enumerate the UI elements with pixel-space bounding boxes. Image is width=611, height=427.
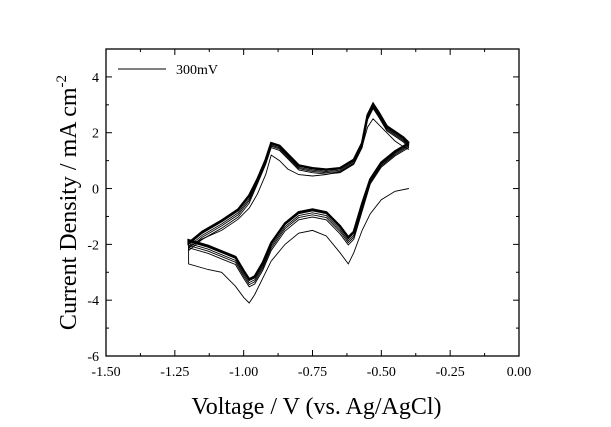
y-axis-title: Current Density / mA cm-2 [54,75,82,330]
y-axis-title-superscript: -2 [54,75,70,88]
y-tick-label: 2 [92,127,99,142]
x-tick-label: 0.00 [507,365,532,380]
x-tick-label: -1.25 [160,365,189,380]
x-tick-label: -1.50 [91,365,120,380]
series-line-cycle [188,107,410,288]
y-tick-label: 0 [92,183,99,198]
series-line-first-scan [188,118,410,304]
series-line-cycle [188,103,410,282]
x-tick-label: -1.00 [229,365,258,380]
y-tick-label: -6 [87,350,99,365]
series-line-cycle [188,105,410,284]
series-line-cycle [188,106,410,286]
y-axis-title-text: Current Density / mA cm [56,87,82,330]
x-tick-label: -0.50 [367,365,396,380]
x-tick-label: -0.25 [436,365,465,380]
series-line-cycle [187,101,410,281]
legend-label: 300mV [176,63,218,78]
y-tick-label: 4 [92,71,99,86]
plot-frame [105,48,520,357]
y-tick-label: -2 [87,238,99,253]
x-axis-title: Voltage / V (vs. Ag/AgCl) [191,394,441,420]
x-tick-label: -0.75 [298,365,327,380]
y-tick-label: -4 [87,294,99,309]
